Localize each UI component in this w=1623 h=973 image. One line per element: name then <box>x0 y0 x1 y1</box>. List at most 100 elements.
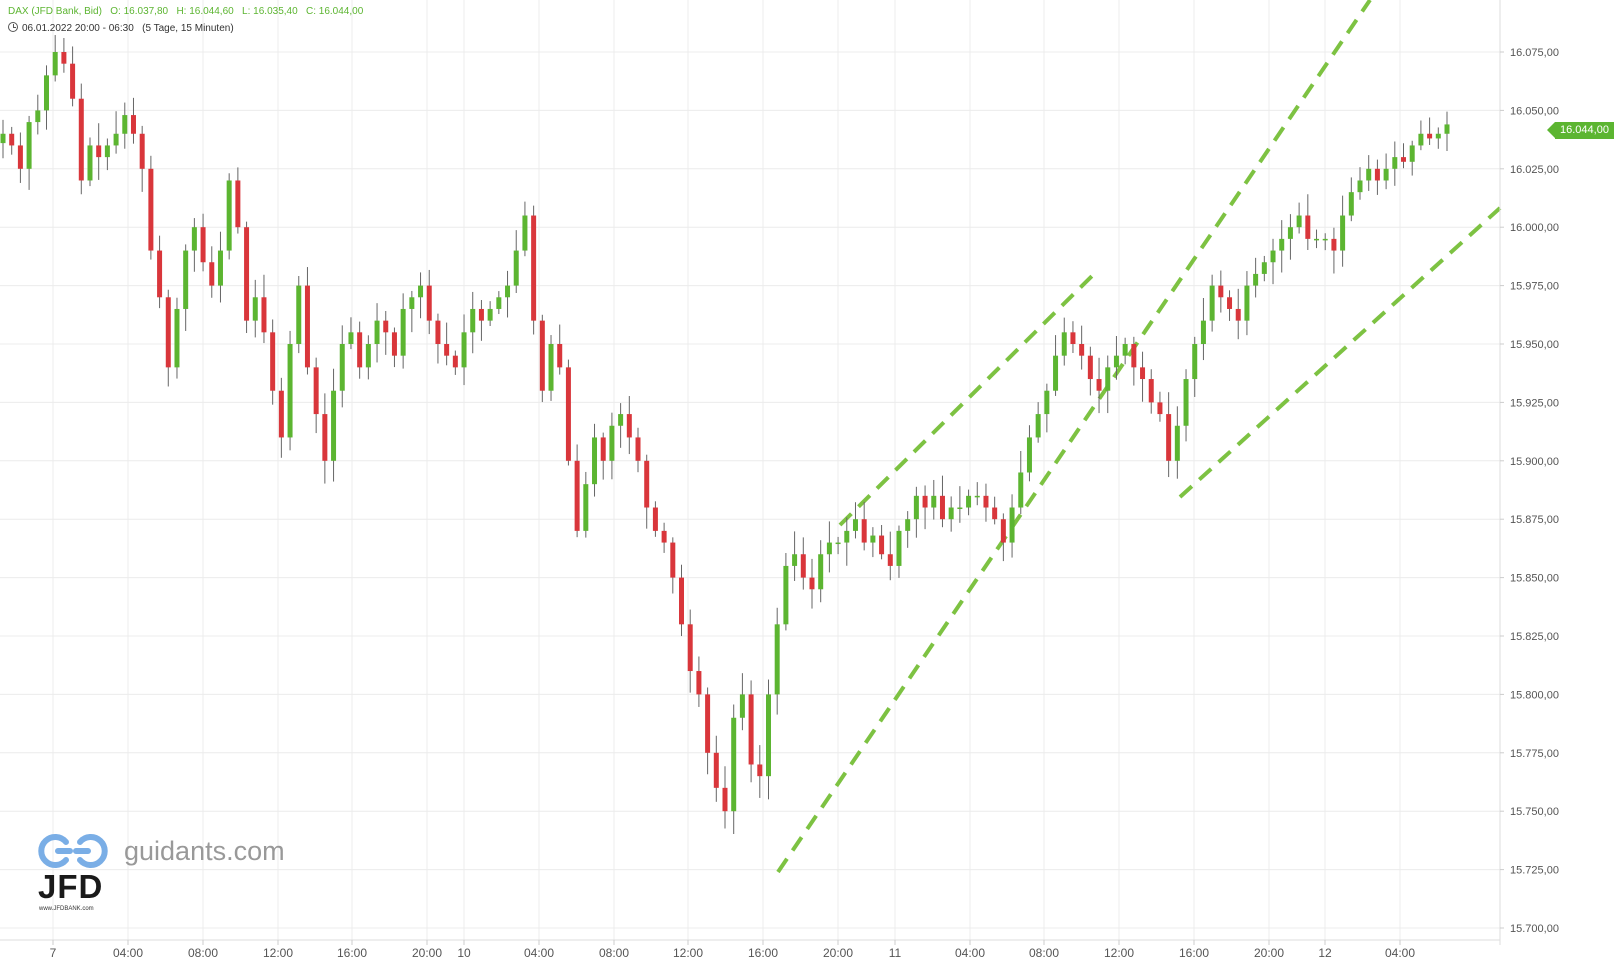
candle-up <box>339 344 345 391</box>
candle-down <box>70 63 76 99</box>
range-header: 06.01.2022 20:00 - 06:30 (5 Tage, 15 Min… <box>8 22 234 34</box>
candle-down <box>679 577 685 625</box>
candle-up <box>592 437 598 485</box>
candle-up <box>1340 215 1346 251</box>
trendline[interactable] <box>776 0 1372 874</box>
candle-up <box>1409 145 1415 162</box>
candle-up <box>374 320 380 344</box>
x-tick-label: 12 <box>1318 946 1332 960</box>
candle-up <box>609 425 615 461</box>
candle-down <box>1070 332 1076 344</box>
candle-up <box>226 180 232 251</box>
candle-up <box>418 285 424 298</box>
candle-down <box>705 694 711 753</box>
candle-down <box>313 367 319 415</box>
candle-up <box>1209 285 1215 321</box>
candle-down <box>383 320 389 333</box>
candle-down <box>1000 519 1006 543</box>
candle-up <box>217 250 223 286</box>
candle-down <box>600 437 606 461</box>
candle-down <box>879 535 885 555</box>
candle-up <box>783 565 789 625</box>
candle-up <box>1392 157 1398 169</box>
x-tick-label: 12:00 <box>263 946 293 960</box>
x-tick-label: 08:00 <box>599 946 629 960</box>
y-tick-label: 15.750,00 <box>1510 806 1559 818</box>
candle-down <box>939 495 945 520</box>
y-tick-label: 15.850,00 <box>1510 573 1559 585</box>
candle-down <box>278 390 284 438</box>
candle-up <box>1322 238 1328 241</box>
candle-up <box>43 75 49 111</box>
candle-up <box>1122 344 1128 356</box>
candle-up <box>835 542 841 545</box>
x-tick-label: 12:00 <box>1104 946 1134 960</box>
x-axis: 7 04:00 08:00 12:00 16:00 20:00 10 04:00 08:00 12… <box>0 939 1500 960</box>
candle-down <box>722 787 728 812</box>
candle-up <box>505 285 511 298</box>
candle-up <box>35 110 41 123</box>
candle-down <box>696 671 702 695</box>
candle-up <box>0 133 6 144</box>
candle-down <box>644 460 650 508</box>
instrument-name: DAX (JFD Bank, Bid) <box>8 6 102 17</box>
candle-up <box>522 215 528 251</box>
ohlc-header: DAX (JFD Bank, Bid) O: 16.037,80 H: 16.0… <box>8 6 363 17</box>
candle-down <box>670 542 676 578</box>
candle-up <box>1357 180 1363 193</box>
trendline[interactable] <box>1178 206 1502 499</box>
candle-down <box>235 180 241 228</box>
y-tick-label: 16.025,00 <box>1510 164 1559 176</box>
candle-up <box>104 145 110 158</box>
candle-up <box>852 519 858 531</box>
x-tick-label: 04:00 <box>524 946 554 960</box>
candle-down <box>635 437 641 461</box>
candle-down <box>61 52 67 64</box>
candle-down <box>574 460 580 531</box>
watermark-url: www.JFDBANK.com <box>39 906 94 912</box>
candle-up <box>26 122 32 169</box>
y-tick-label: 15.975,00 <box>1510 281 1559 293</box>
candle-up <box>52 52 58 76</box>
last-price-tag: 16.044,00 <box>1547 122 1614 139</box>
x-tick-label: 16:00 <box>748 946 778 960</box>
candle-up <box>1053 355 1059 391</box>
candle-up <box>1435 133 1441 139</box>
candle-up <box>174 308 180 368</box>
x-tick-label: 10 <box>457 946 471 960</box>
candle-down <box>130 115 136 134</box>
candle-up <box>1444 124 1450 134</box>
candle-down <box>1374 168 1380 181</box>
candle-down <box>444 344 450 356</box>
x-tick-label: 20:00 <box>412 946 442 960</box>
period-label: (5 Tage, 15 Minuten) <box>142 23 234 34</box>
guidants-logo-icon <box>38 834 108 868</box>
x-tick-label: 04:00 <box>1385 946 1415 960</box>
y-tick-label: 15.775,00 <box>1510 748 1559 760</box>
close-value: C: 16.044,00 <box>306 6 364 17</box>
candle-down <box>1305 215 1311 239</box>
candle-up <box>548 344 554 391</box>
candle-down <box>270 332 276 391</box>
candle-up <box>1009 507 1015 543</box>
candle-down <box>209 262 215 286</box>
candle-down <box>157 250 163 298</box>
candle-down <box>452 355 458 368</box>
x-tick-label: 7 <box>50 946 57 960</box>
candle-down <box>557 344 563 368</box>
candle-up <box>1383 168 1389 181</box>
candle-down <box>96 145 102 158</box>
candle-down <box>983 495 989 508</box>
trendline[interactable] <box>838 273 1095 527</box>
candles <box>0 35 1450 834</box>
candle-up <box>122 115 128 134</box>
candle-up <box>583 484 589 531</box>
x-tick-label: 16:00 <box>337 946 367 960</box>
candle-up <box>931 495 937 508</box>
candle-up <box>731 717 737 812</box>
x-tick-label: 20:00 <box>1254 946 1284 960</box>
candle-down <box>322 414 328 461</box>
candle-up <box>487 308 493 321</box>
candle-up <box>1113 355 1119 368</box>
